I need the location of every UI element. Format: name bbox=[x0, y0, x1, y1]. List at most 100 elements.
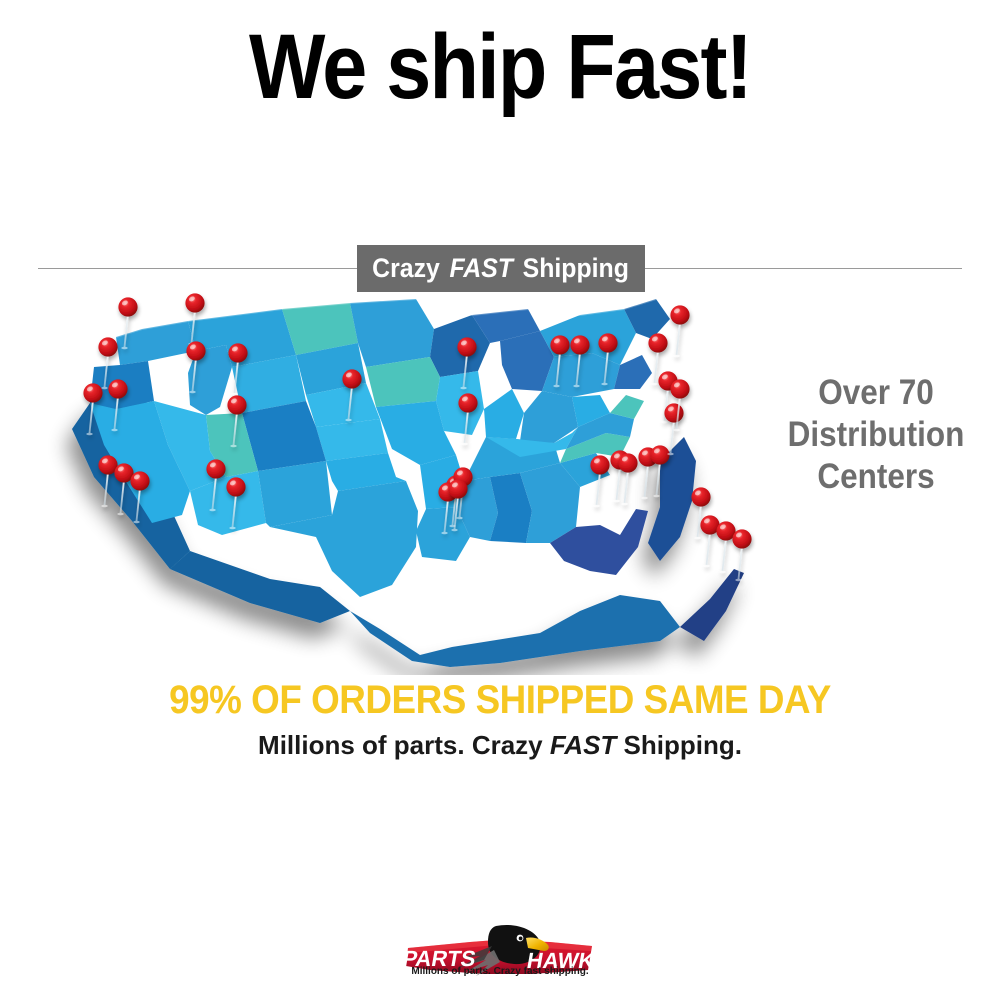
pin-foot bbox=[661, 420, 668, 424]
page-title: We ship Fast! bbox=[249, 16, 753, 118]
map-pin-las-vegas[interactable] bbox=[206, 459, 226, 512]
map-pin-boston[interactable] bbox=[670, 305, 690, 358]
pin-foot bbox=[613, 499, 620, 503]
pin-foot bbox=[651, 382, 658, 386]
pin-highlight bbox=[451, 482, 458, 488]
pin-head bbox=[342, 369, 362, 389]
pin-head bbox=[226, 477, 246, 497]
pin-highlight bbox=[461, 396, 468, 402]
map-pin-sacramento[interactable] bbox=[98, 455, 118, 508]
pin-stem bbox=[191, 357, 197, 392]
pin-highlight bbox=[601, 336, 608, 342]
pin-stem bbox=[737, 545, 743, 580]
map-pin-houston[interactable] bbox=[448, 479, 468, 532]
state-ne bbox=[306, 383, 380, 427]
map-pin-medford[interactable] bbox=[108, 379, 128, 432]
pin-highlight bbox=[673, 308, 680, 314]
pin-foot bbox=[101, 504, 108, 508]
callout-line-3: Centers bbox=[817, 457, 935, 496]
pin-stem bbox=[463, 409, 469, 444]
pin-head bbox=[648, 333, 668, 353]
pin-foot bbox=[101, 386, 108, 390]
map-pin-iowa[interactable] bbox=[458, 393, 478, 446]
map-pin-eugene[interactable] bbox=[83, 383, 103, 436]
map-svg bbox=[72, 293, 752, 667]
map-pin-spokane[interactable] bbox=[185, 293, 205, 346]
pin-stem bbox=[233, 359, 239, 394]
map-pin-philadelphia[interactable] bbox=[650, 445, 670, 498]
pin-foot bbox=[345, 418, 352, 422]
pin-foot bbox=[230, 444, 237, 448]
pin-stem bbox=[232, 411, 238, 446]
pin-highlight bbox=[703, 518, 710, 524]
map-pin-minnesota[interactable] bbox=[457, 337, 477, 390]
pin-stem bbox=[555, 351, 561, 386]
map-pin-portland-north[interactable] bbox=[98, 337, 118, 390]
pin-foot bbox=[573, 384, 580, 388]
map-pin-phoenix-north[interactable] bbox=[226, 477, 246, 530]
state-nd bbox=[282, 303, 358, 355]
pin-foot bbox=[667, 452, 674, 456]
parts-hawk-logo[interactable]: PARTS HAWK bbox=[400, 920, 600, 988]
logo-tagline: Millions of parts. Crazy fast shipping. bbox=[411, 966, 589, 977]
map-pin-seattle[interactable] bbox=[118, 297, 138, 350]
pin-stem bbox=[653, 349, 659, 384]
map-pin-orlando[interactable] bbox=[716, 521, 736, 574]
pin-head bbox=[118, 297, 138, 317]
pin-foot bbox=[121, 346, 128, 350]
map-pin-wisconsin[interactable] bbox=[550, 335, 570, 388]
pin-highlight bbox=[641, 450, 648, 456]
tagline: Millions of parts. Crazy FAST Shipping. bbox=[0, 729, 1000, 761]
pin-head bbox=[448, 479, 468, 499]
map-pin-carolina[interactable] bbox=[618, 453, 638, 506]
pin-foot bbox=[673, 354, 680, 358]
pin-stem bbox=[623, 469, 629, 504]
pin-foot bbox=[653, 494, 660, 498]
state-id bbox=[188, 345, 232, 415]
pin-head bbox=[650, 445, 670, 465]
map-pin-colorado[interactable] bbox=[342, 369, 362, 422]
map-pin-miami[interactable] bbox=[732, 529, 752, 582]
pin-foot bbox=[133, 520, 140, 524]
map-pin-fresno[interactable] bbox=[130, 471, 150, 524]
logo-word-parts: PARTS bbox=[401, 946, 478, 971]
pin-stem bbox=[443, 498, 449, 533]
map-pin-georgia[interactable] bbox=[691, 487, 711, 540]
state-tx bbox=[270, 481, 418, 597]
map-pin-milwaukee[interactable] bbox=[570, 335, 590, 388]
state-co bbox=[242, 401, 326, 471]
map-pin-michigan-west[interactable] bbox=[598, 333, 618, 386]
state-ky bbox=[486, 427, 578, 457]
map-pin-bay-area[interactable] bbox=[114, 463, 134, 516]
pin-foot bbox=[460, 386, 467, 390]
map-pin-tennessee[interactable] bbox=[590, 455, 610, 508]
map-pin-florida-north[interactable] bbox=[700, 515, 720, 568]
map-pin-maryland[interactable] bbox=[670, 379, 690, 432]
pin-foot bbox=[456, 516, 463, 520]
pin-head bbox=[206, 459, 226, 479]
pin-foot bbox=[441, 531, 448, 535]
pin-highlight bbox=[667, 406, 674, 412]
state-wv bbox=[572, 395, 610, 427]
pin-foot bbox=[621, 502, 628, 506]
map-pin-idaho[interactable] bbox=[227, 395, 247, 448]
pin-head bbox=[83, 383, 103, 403]
pin-highlight bbox=[86, 386, 93, 392]
pin-highlight bbox=[735, 532, 742, 538]
pin-head bbox=[570, 335, 590, 355]
pin-highlight bbox=[188, 296, 195, 302]
map-pin-montana-west[interactable] bbox=[228, 343, 248, 396]
pin-highlight bbox=[613, 453, 620, 459]
pin-highlight bbox=[101, 458, 108, 464]
distribution-centers-callout: Over 70 Distribution Centers bbox=[772, 372, 981, 498]
map-pin-boise-north[interactable] bbox=[186, 341, 206, 394]
pin-head bbox=[457, 337, 477, 357]
state-mo bbox=[376, 401, 456, 465]
map-pin-new-york[interactable] bbox=[648, 333, 668, 386]
pin-foot bbox=[209, 508, 216, 512]
tagline-prefix: Millions of parts. Crazy bbox=[258, 730, 550, 760]
pin-stem bbox=[347, 385, 353, 420]
pin-stem bbox=[113, 395, 119, 430]
pin-highlight bbox=[229, 480, 236, 486]
pin-highlight bbox=[653, 448, 660, 454]
